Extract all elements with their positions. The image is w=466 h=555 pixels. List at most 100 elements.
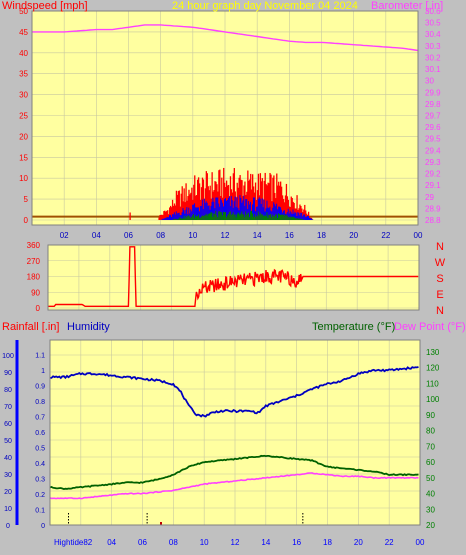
humidity-tick-label: 70 xyxy=(4,404,12,411)
time-tick-label: 06 xyxy=(138,538,147,547)
windspeed-tick-label: 40 xyxy=(19,49,28,58)
rainfall-tick-label: 0.3 xyxy=(35,477,45,484)
temperature-axis-labels: 20 30 40 50 60 70 80 90 100 110 120 130 xyxy=(426,348,440,530)
direction-tick-label: 360 xyxy=(27,241,41,250)
windspeed-tick-label: 45 xyxy=(19,28,28,37)
rainfall-tick-label: 1.1 xyxy=(35,353,45,360)
time-tick-label: 06 xyxy=(124,231,133,240)
time-tick-label: 20 xyxy=(354,538,363,547)
direction-tick-label: 90 xyxy=(31,288,40,297)
temperature-tick-label: 110 xyxy=(426,379,439,388)
barometer-tick-label: 29.7 xyxy=(425,112,441,121)
direction-tick-label: 270 xyxy=(27,257,41,266)
time-tick-label: 10 xyxy=(200,538,209,547)
windspeed-tick-label: 30 xyxy=(19,91,28,100)
rainfall-tick-label: 0 xyxy=(41,523,45,530)
humidity-tick-label: 50 xyxy=(4,438,12,445)
humidity-tick-label: 40 xyxy=(4,455,12,462)
time-tick-label: 08 xyxy=(169,538,178,547)
barometer-tick-label: 30.1 xyxy=(425,65,441,74)
humidity-tick-label: 80 xyxy=(4,387,12,394)
direction-tick-label: 180 xyxy=(27,273,41,282)
time-tick-label: 14 xyxy=(261,538,270,547)
windspeed-tick-label: 10 xyxy=(19,174,28,183)
time-tick-label: 12 xyxy=(231,538,240,547)
temperature-tick-label: 120 xyxy=(426,364,440,373)
dewpoint-axis-title: Dew Point (°F) xyxy=(394,321,466,333)
humidity-tick-label: 90 xyxy=(4,370,12,377)
direction-axis-labels: 0 90 180 270 360 xyxy=(27,241,41,313)
barometer-axis-labels: 28.8 28.9 29 29.1 29.2 29.3 29.4 29.5 29.6 29.7 29… xyxy=(425,7,441,225)
rainfall-axis-labels: 0 0.1 0.2 0.3 0.4 0.5 0.6 0.7 0.8 0.9 1 1.1 xyxy=(35,353,45,531)
windspeed-tick-label: 35 xyxy=(19,70,28,79)
barometer-tick-label: 29.4 xyxy=(425,146,441,155)
rainfall-tick-label: 0.8 xyxy=(35,399,45,406)
temperature-tick-label: 60 xyxy=(426,458,435,467)
temperature-tick-label: 90 xyxy=(426,411,435,420)
humidity-axis-labels: 0 10 20 30 40 50 60 70 80 90 100 xyxy=(2,353,14,530)
barometer-tick-label: 28.9 xyxy=(425,204,441,213)
compass-label: N xyxy=(436,305,444,317)
time-tick-label: 00 xyxy=(414,231,423,240)
wind-baro-border xyxy=(31,10,419,226)
windspeed-axis-title: Windspeed [mph] xyxy=(2,0,88,12)
temp-humidity-grid xyxy=(50,340,421,526)
time-tick-label: 10 xyxy=(188,231,197,240)
temperature-tick-label: 40 xyxy=(426,490,435,499)
rainfall-tick-label: 1 xyxy=(41,368,45,375)
time-tick-label: 20 xyxy=(349,231,358,240)
hightide-label: Hightide82 xyxy=(54,538,93,547)
rainfall-tick-label: 0.1 xyxy=(35,508,45,515)
barometer-tick-label: 30.2 xyxy=(425,53,441,62)
graph-date-title: 24 hour graph day November 04 2024 xyxy=(172,0,358,12)
rainfall-axis-title: Rainfall [.in] xyxy=(2,321,59,333)
temperature-tick-label: 70 xyxy=(426,442,435,451)
time-tick-label: 22 xyxy=(381,231,390,240)
humidity-tick-label: 100 xyxy=(2,353,14,360)
compass-label: W xyxy=(435,257,446,269)
windspeed-axis-labels: 0 5 10 15 20 25 30 35 40 45 50 xyxy=(19,7,28,225)
time-tick-label: 04 xyxy=(107,538,116,547)
windspeed-tick-label: 0 xyxy=(24,216,29,225)
temp-time-axis-labels: 04 06 08 10 12 14 16 18 20 22 00 xyxy=(107,538,425,547)
humidity-tick-label: 0 xyxy=(6,523,10,530)
barometer-tick-label: 29.6 xyxy=(425,123,441,132)
rainfall-tick-label: 0.6 xyxy=(35,430,45,437)
time-tick-label: 02 xyxy=(60,231,69,240)
barometer-tick-label: 29.3 xyxy=(425,158,441,167)
time-tick-label: 18 xyxy=(323,538,332,547)
wind-time-axis-labels: 02 04 06 08 10 12 14 16 18 20 22 00 xyxy=(60,231,423,240)
time-tick-label: 08 xyxy=(156,231,165,240)
temperature-tick-label: 100 xyxy=(426,395,440,404)
time-tick-label: 16 xyxy=(285,231,294,240)
time-tick-label: 16 xyxy=(292,538,301,547)
temperature-tick-label: 80 xyxy=(426,427,435,436)
temperature-tick-label: 30 xyxy=(426,505,435,514)
direction-border xyxy=(47,244,420,311)
humidity-tick-label: 30 xyxy=(4,472,12,479)
windspeed-tick-label: 50 xyxy=(19,7,28,16)
windspeed-tick-label: 25 xyxy=(19,112,28,121)
barometer-tick-label: 29.2 xyxy=(425,170,441,179)
barometer-tick-label: 30.3 xyxy=(425,42,441,51)
barometer-tick-label: 30.4 xyxy=(425,30,441,39)
barometer-tick-label: 29.5 xyxy=(425,135,441,144)
barometer-tick-label: 30.6 xyxy=(425,7,441,16)
time-tick-label: 04 xyxy=(92,231,101,240)
rainfall-tick-label: 0.5 xyxy=(35,446,45,453)
temperature-tick-label: 50 xyxy=(426,474,435,483)
barometer-tick-label: 28.8 xyxy=(425,216,441,225)
dewpoint-line xyxy=(49,472,419,500)
rainfall-tick-label: 0.7 xyxy=(35,415,45,422)
time-tick-label: 22 xyxy=(385,538,394,547)
compass-label: N xyxy=(436,241,444,253)
humidity-axis-title: Humidity xyxy=(67,321,110,333)
barometer-tick-label: 29 xyxy=(425,193,434,202)
rainfall-tick-label: 0.9 xyxy=(35,384,45,391)
compass-label: E xyxy=(436,289,443,301)
